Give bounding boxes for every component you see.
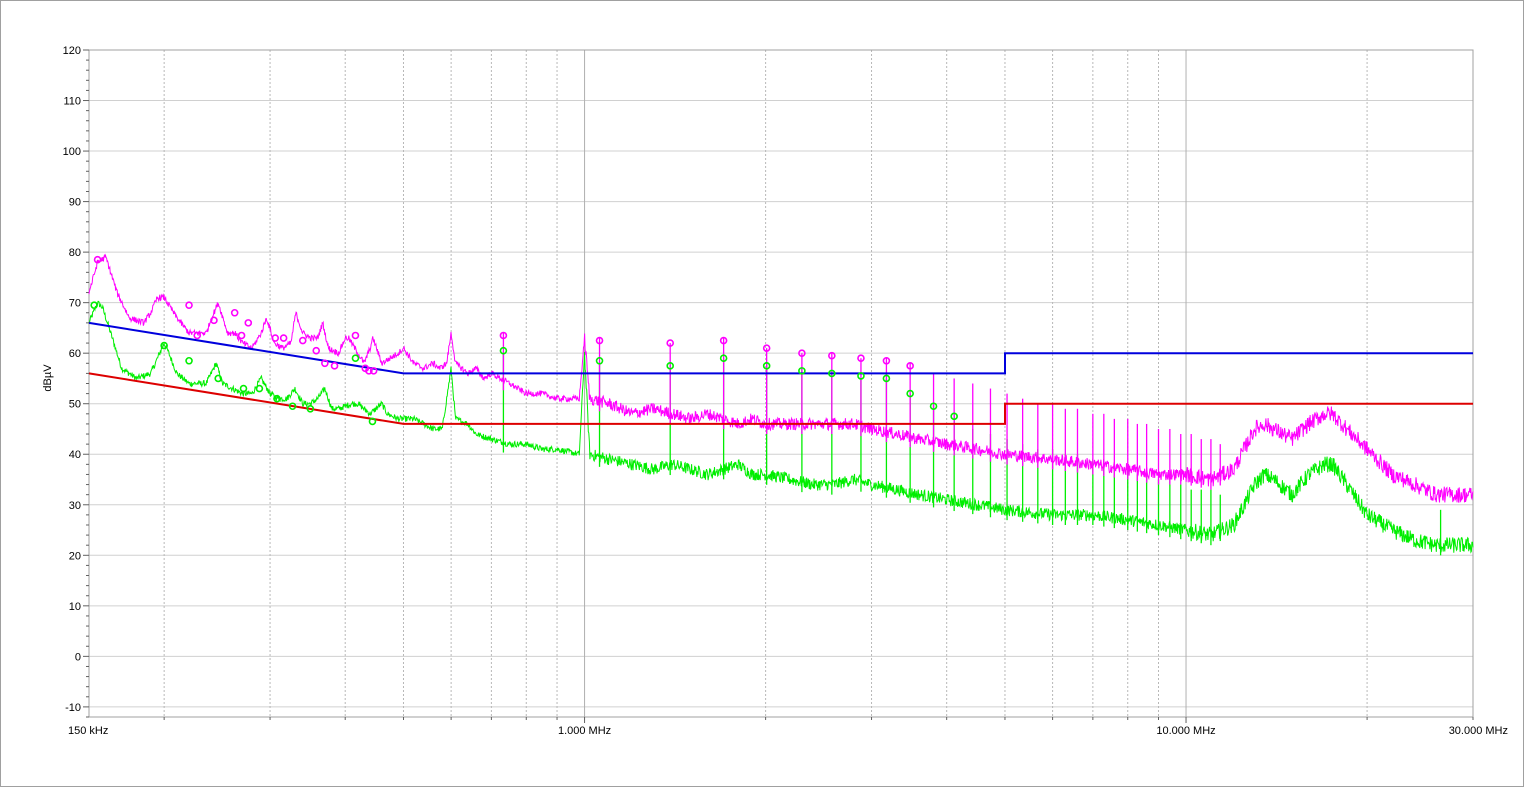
y-tick-label: 20 (69, 550, 81, 562)
peak-markers (90, 255, 958, 426)
peak-marker (230, 308, 239, 317)
peak-marker (929, 402, 938, 411)
y-tick-label: -10 (65, 702, 81, 714)
y-tick-label: 30 (69, 500, 81, 512)
peak-marker (90, 301, 98, 309)
peak-marker (298, 336, 307, 345)
limit-lines (88, 321, 1473, 425)
y-tick-label: 90 (69, 197, 81, 209)
avg-limit-line (88, 372, 1473, 425)
qp-limit-line (88, 321, 1473, 375)
peak-marker (906, 362, 914, 370)
peak-marker (882, 356, 891, 365)
peak-marker (828, 351, 836, 360)
peak-marker (857, 372, 865, 380)
trace-line (88, 253, 1474, 503)
peak-marker (828, 369, 836, 378)
peak-marker (666, 362, 674, 370)
peak-marker (330, 362, 339, 370)
peak-marker (595, 336, 604, 345)
peak-marker (857, 354, 865, 363)
peak-marker (950, 412, 958, 421)
peak-marker (499, 346, 508, 355)
peak-marker (719, 336, 728, 345)
x-tick-label: 30.000 MHz (1449, 725, 1508, 737)
peak-marker (666, 339, 674, 347)
series-layer (88, 253, 1474, 556)
peak-marker (185, 301, 193, 309)
peak-marker (368, 417, 377, 426)
peak-marker (239, 384, 248, 393)
y-tick-label: 60 (69, 348, 81, 360)
peak-marker (906, 389, 914, 398)
plot-area (88, 49, 1474, 718)
peak-marker (237, 331, 246, 340)
peak-marker (798, 367, 806, 375)
trace-line (88, 300, 1474, 554)
peak-marker (273, 394, 281, 403)
peak-marker (214, 374, 223, 383)
y-tick-label: 70 (69, 298, 81, 310)
x-axis-ticks: 150 kHz 1.000 MHz 10.000 MHz 30.000 MHz (68, 717, 1508, 737)
y-tick-label: 110 (63, 96, 81, 108)
peak-marker (719, 354, 728, 363)
y-axis-label: dBµV (42, 364, 54, 392)
y-axis-ticks: -10 0 10 20 30 40 50 60 70 80 90 100 110 120 (63, 45, 89, 718)
peak-marker (279, 334, 288, 342)
x-tick-label: 150 kHz (68, 725, 108, 737)
peak-marker (882, 374, 891, 383)
y-tick-label: 0 (75, 651, 81, 663)
peak-marker (351, 354, 360, 363)
peak-marker (798, 349, 806, 357)
x-tick-label: 10.000 MHz (1156, 725, 1215, 737)
peak-marker (193, 331, 202, 340)
peak-marker (244, 319, 253, 327)
peak-marker (271, 334, 280, 342)
peak-marker (365, 367, 373, 375)
peak-detector-trace (88, 253, 1474, 503)
peak-marker (762, 362, 771, 370)
peak-marker (255, 384, 264, 393)
peak-marker (595, 356, 604, 365)
peak-marker (93, 255, 102, 264)
y-tick-label: 120 (63, 45, 81, 57)
x-tick-label: 1.000 MHz (558, 725, 611, 737)
peak-marker (288, 402, 297, 411)
peak-marker (185, 356, 193, 365)
peak-marker (321, 359, 329, 368)
peak-marker (160, 341, 168, 350)
peak-marker (210, 316, 218, 325)
peak-marker (762, 344, 771, 352)
peak-marker (369, 367, 378, 375)
peak-marker (312, 346, 321, 355)
peak-marker (499, 331, 508, 340)
y-tick-label: 80 (69, 247, 81, 259)
peak-marker (306, 404, 315, 413)
grid-lines (89, 49, 1473, 717)
peak-marker (351, 331, 360, 340)
y-tick-label: 40 (69, 449, 81, 461)
y-tick-label: 50 (69, 399, 81, 411)
y-tick-label: 100 (63, 146, 81, 158)
y-tick-label: 10 (69, 601, 81, 613)
